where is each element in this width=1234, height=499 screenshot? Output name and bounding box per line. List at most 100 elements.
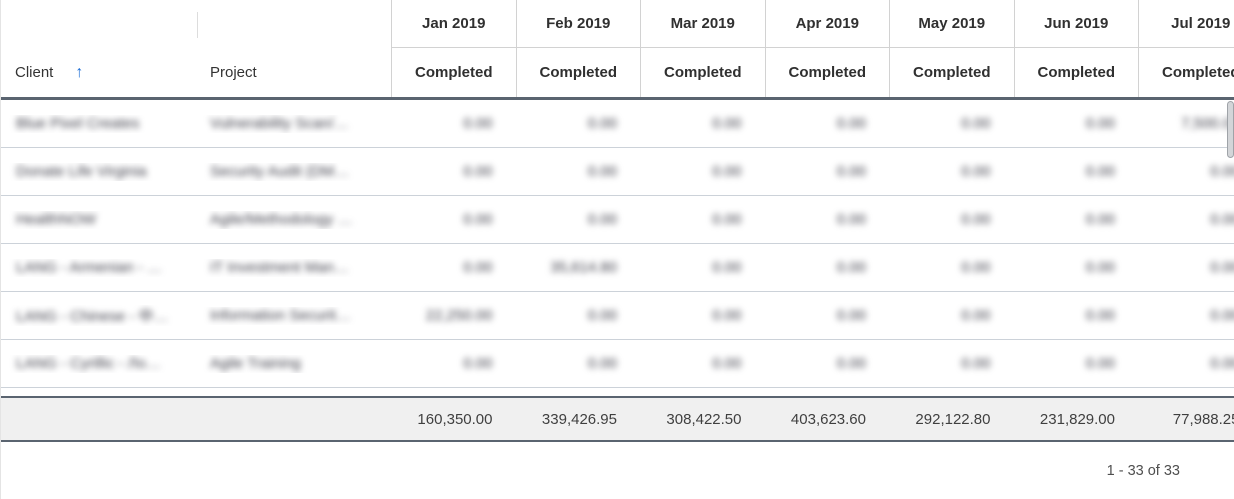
month-value-cell: 0.00 (765, 259, 890, 277)
month-value-cell: 35,614.80 (516, 259, 641, 277)
column-header-month[interactable]: Jan 2019 (391, 0, 516, 48)
column-header-completed[interactable]: Completed (1013, 48, 1139, 97)
client-name-blurred: Blue Pixel Creates (16, 114, 140, 132)
table-row[interactable]: HealthNOW Agile/Methodology … 0.00 0.00 0.00… (1, 196, 1234, 244)
pagination-status: 1 - 33 of 33 (1106, 463, 1180, 479)
column-header-month[interactable]: May 2019 (889, 0, 1014, 48)
value-blurred: 0.00 (1085, 306, 1115, 324)
project-name-blurred: Agile/Methodology … (210, 210, 353, 228)
vertical-scrollbar-thumb[interactable] (1227, 101, 1234, 158)
client-cell: LANG - Armenian - … (1, 259, 198, 277)
client-name-blurred: Donate Life Virginia (16, 162, 147, 180)
month-value-cell: 0.00 (1014, 355, 1139, 373)
client-cell: LANG - Chinese - 中… (1, 305, 198, 326)
value-blurred: 0.00 (836, 162, 866, 180)
table-row[interactable]: Donate Life Virginia Security Audit (DM… 0… (1, 148, 1234, 196)
month-value-cell: 0.00 (1014, 307, 1139, 325)
column-header-completed[interactable]: Completed (640, 48, 765, 97)
value-blurred: 0.00 (961, 306, 991, 324)
month-value-cell: 0.00 (516, 355, 641, 373)
month-value-cell: 0.00 (765, 307, 890, 325)
value-blurred: 0.00 (1210, 354, 1234, 372)
value-blurred: 0.00 (961, 258, 991, 276)
project-cell: Information Securit… (198, 307, 391, 325)
project-cell: Agile/Methodology … (198, 211, 391, 229)
month-value-cell: 0.00 (889, 163, 1014, 181)
total-value-cell: 339,426.95 (541, 410, 617, 428)
client-name-blurred: HealthNOW (16, 210, 97, 228)
project-cell: IT Investment Man… (198, 259, 391, 277)
project-cell: Vulnerability Scan/… (198, 115, 391, 133)
month-value-cell: 0.00 (765, 115, 890, 133)
total-value-cell: 231,829.00 (1039, 410, 1115, 428)
month-value-cell: 0.00 (1138, 307, 1234, 325)
column-header-client[interactable]: Client ↑ (15, 48, 83, 97)
month-value-cell: 0.00 (391, 163, 516, 181)
value-blurred: 0.00 (587, 210, 617, 228)
month-value-cell: 0.00 (640, 115, 765, 133)
table-body: Blue Pixel Creates Vulnerability Scan/… 0.… (1, 100, 1234, 388)
value-blurred: 0.00 (463, 354, 493, 372)
column-header-completed[interactable]: Completed (515, 48, 641, 97)
value-blurred: 0.00 (463, 162, 493, 180)
client-cell: Donate Life Virginia (1, 163, 198, 181)
month-value-cell: 0.00 (765, 211, 890, 229)
column-header-project[interactable]: Project (210, 48, 257, 97)
month-value-cell: 0.00 (516, 163, 641, 181)
month-value-cell: 0.00 (765, 355, 890, 373)
project-cell: Security Audit (DM… (198, 163, 391, 181)
column-header-completed[interactable]: Completed (889, 48, 1014, 97)
column-header-month[interactable]: Jun 2019 (1013, 0, 1138, 48)
client-project-divider (197, 12, 198, 38)
column-header-month[interactable]: Jul 2019 (1138, 0, 1234, 48)
month-value-cell: 0.00 (640, 211, 765, 229)
column-header-completed[interactable]: Completed (764, 48, 890, 97)
month-value-cell: 0.00 (889, 115, 1014, 133)
header-bottom-border (1, 97, 1234, 100)
month-value-cell: 0.00 (1014, 163, 1139, 181)
month-value-cell: 0.00 (889, 355, 1014, 373)
column-header-month[interactable]: Apr 2019 (764, 0, 889, 48)
column-header-completed[interactable]: Completed (391, 48, 516, 97)
project-name-blurred: Agile Training (210, 354, 301, 372)
table-row[interactable]: LANG - Cyrillic - Ло… Agile Training 0.00 0… (1, 340, 1234, 388)
value-blurred: 0.00 (587, 306, 617, 324)
value-blurred: 0.00 (712, 210, 742, 228)
project-cell: Agile Training (198, 355, 391, 373)
sort-ascending-arrow-icon: ↑ (75, 63, 84, 81)
month-value-cell: 0.00 (640, 355, 765, 373)
month-value-cell: 22,250.00 (391, 307, 516, 325)
month-value-cell: 0.00 (391, 115, 516, 133)
month-value-cell: 0.00 (1014, 259, 1139, 277)
client-cell: Blue Pixel Creates (1, 115, 198, 133)
header-bottom-left: Client ↑ Project (1, 48, 391, 97)
column-header-month[interactable]: Mar 2019 (640, 0, 765, 48)
value-blurred: 7,500.00 (1181, 114, 1234, 132)
value-blurred: 0.00 (836, 114, 866, 132)
value-blurred: 0.00 (1210, 210, 1234, 228)
value-blurred: 0.00 (1210, 258, 1234, 276)
value-blurred: 0.00 (712, 306, 742, 324)
month-value-cell: 0.00 (640, 259, 765, 277)
month-value-cell: 0.00 (1138, 355, 1234, 373)
month-header-row: Jan 2019 Feb 2019 Mar 2019 Apr 2019 May 2019… (1, 0, 1234, 48)
value-blurred: 0.00 (712, 258, 742, 276)
project-name-blurred: IT Investment Man… (210, 258, 349, 276)
month-value-cell: 0.00 (889, 259, 1014, 277)
column-header-month[interactable]: Feb 2019 (515, 0, 640, 48)
project-name-blurred: Security Audit (DM… (210, 162, 350, 180)
value-blurred: 0.00 (587, 114, 617, 132)
table-row[interactable]: Blue Pixel Creates Vulnerability Scan/… 0.… (1, 100, 1234, 148)
month-value-cell: 0.00 (1138, 211, 1234, 229)
value-blurred: 0.00 (463, 210, 493, 228)
month-value-cell: 0.00 (1138, 259, 1234, 277)
column-header-completed[interactable]: Completed (1138, 48, 1234, 97)
table-row[interactable]: LANG - Chinese - 中… Information Securit… 2… (1, 292, 1234, 340)
value-blurred: 0.00 (961, 354, 991, 372)
value-blurred: 35,614.80 (550, 258, 617, 276)
month-value-cell: 0.00 (1014, 211, 1139, 229)
value-blurred: 22,250.00 (425, 306, 493, 324)
client-name-blurred: LANG - Armenian - … (16, 258, 162, 276)
value-blurred: 0.00 (961, 210, 991, 228)
table-row[interactable]: LANG - Armenian - … IT Investment Man… 0.0… (1, 244, 1234, 292)
